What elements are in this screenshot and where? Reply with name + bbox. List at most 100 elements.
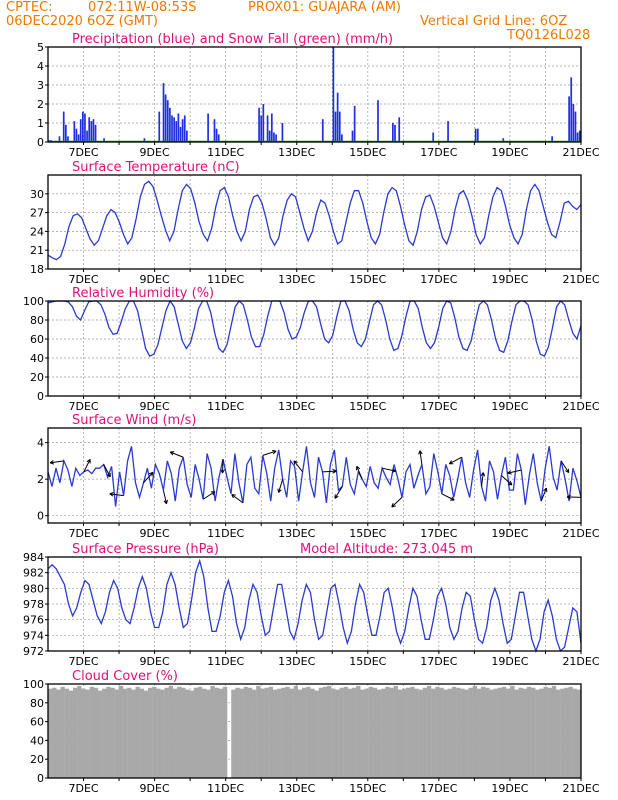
precip-bar <box>173 117 175 142</box>
precip-bar <box>260 115 263 142</box>
precip-bar <box>183 115 186 142</box>
cloud-bar <box>422 687 428 778</box>
wind-arrow <box>162 490 167 504</box>
date-label: 11DEC <box>207 527 244 540</box>
date-label: 19DEC <box>491 273 528 286</box>
precip-bar <box>336 92 339 142</box>
date-label: 15DEC <box>349 655 386 668</box>
cloud-bar <box>343 686 349 778</box>
cloud-bar <box>410 686 415 778</box>
wind-arrow-head <box>480 472 486 477</box>
header-grid-note: Vertical Grid Line: 6OZ <box>420 14 568 29</box>
date-label: 11DEC <box>207 273 244 286</box>
date-label: 15DEC <box>349 400 386 413</box>
cloud-bar <box>202 688 207 778</box>
precip-bar <box>164 94 167 142</box>
cloud-bar <box>443 689 448 778</box>
cloud-bar <box>293 685 299 778</box>
cloud-bar <box>435 686 440 778</box>
precip-bar <box>162 83 165 142</box>
date-label: 19DEC <box>491 782 528 795</box>
cloud-bar <box>572 688 578 778</box>
cloud-bar <box>347 688 353 778</box>
precip-bar <box>258 107 260 142</box>
cloud-bar <box>368 686 373 778</box>
precip-bar <box>268 130 271 142</box>
cloud-bar <box>260 688 265 778</box>
y-tick-label: 24 <box>30 225 44 238</box>
precip-bar <box>474 128 477 142</box>
wind-arrow-head <box>231 493 236 499</box>
precip-bar <box>578 130 581 142</box>
cloud-bar <box>285 686 290 778</box>
precip-bar <box>576 132 579 142</box>
wind-arrow-head <box>163 499 168 505</box>
cloud-bar <box>172 688 178 778</box>
cloud-bar <box>243 686 249 778</box>
date-label: 9DEC <box>140 782 170 795</box>
wind-arrow <box>441 493 455 501</box>
date-label: 7DEC <box>68 782 98 795</box>
date-label: 11DEC <box>207 782 244 795</box>
header-code: TQ0126L028 <box>507 28 591 43</box>
cloud-bar <box>506 688 511 778</box>
cloud-bar <box>239 688 244 778</box>
y-tick-label: 0 <box>37 510 44 523</box>
cloud-bar <box>547 687 553 778</box>
precip-bar <box>186 130 188 142</box>
date-label: 7DEC <box>68 146 98 159</box>
date-label: 19DEC <box>491 655 528 668</box>
cloud-bar <box>414 688 419 778</box>
precip-bar <box>64 124 67 142</box>
y-tick-label: 2 <box>37 98 44 111</box>
cloud-bar <box>556 689 561 778</box>
cloud-bar <box>551 685 557 778</box>
wind-arrow-head <box>543 487 548 493</box>
panel-pressure: 972 974 976 978 980 982 984 7DEC 9DEC 11DEC 13DEC 1… <box>23 542 600 668</box>
wind-arrow-head <box>334 494 339 499</box>
cloud-bar <box>514 689 519 778</box>
wind-arrow <box>501 475 513 486</box>
cloud-bar <box>302 687 307 778</box>
cloud-bar <box>397 689 403 778</box>
cloud-bar <box>110 687 115 778</box>
y-tick-label: 40 <box>30 352 44 365</box>
date-label: 19DEC <box>491 400 528 413</box>
date-label: 9DEC <box>140 400 170 413</box>
precip-bar <box>75 128 78 142</box>
cloud-bar <box>114 689 119 778</box>
date-label: 15DEC <box>349 527 386 540</box>
wind-arrow <box>540 487 547 502</box>
wind-arrow <box>356 466 363 480</box>
date-label: 7DEC <box>68 655 98 668</box>
cloud-bar <box>247 687 253 778</box>
wind-arrow <box>449 456 462 465</box>
precip-bar <box>432 132 435 142</box>
date-label: 17DEC <box>420 273 457 286</box>
cloud-bar <box>439 687 444 778</box>
cloud-bar <box>60 686 65 778</box>
cloud-bar <box>139 688 144 778</box>
cloud-bar <box>531 687 536 778</box>
cloud-bar <box>102 688 107 778</box>
cloud-bar <box>185 689 190 778</box>
cloud-bar <box>372 687 378 778</box>
cloud-bar <box>97 690 103 778</box>
y-tick-label: 2 <box>37 473 44 486</box>
cloud-bar <box>518 687 523 778</box>
cloud-bar <box>297 689 303 778</box>
cloud-bar <box>256 685 261 778</box>
y-tick-label: 984 <box>23 551 44 564</box>
cloud-bar <box>447 688 453 778</box>
y-tick-label: 974 <box>23 629 44 642</box>
panel-temp: 18 21 24 27 30 7DEC 9DEC 11DEC 13DEC 15DEC 17DEC 19… <box>30 160 600 286</box>
date-label: 11DEC <box>207 655 244 668</box>
cloud-bar <box>131 689 136 778</box>
y-tick-label: 40 <box>30 734 44 747</box>
y-tick-label: 30 <box>30 188 44 201</box>
date-label: 13DEC <box>278 655 315 668</box>
wind-arrow-head <box>148 471 154 477</box>
y-tick-label: 4 <box>37 60 44 73</box>
date-label: 19DEC <box>491 527 528 540</box>
precip-bar <box>181 119 184 142</box>
